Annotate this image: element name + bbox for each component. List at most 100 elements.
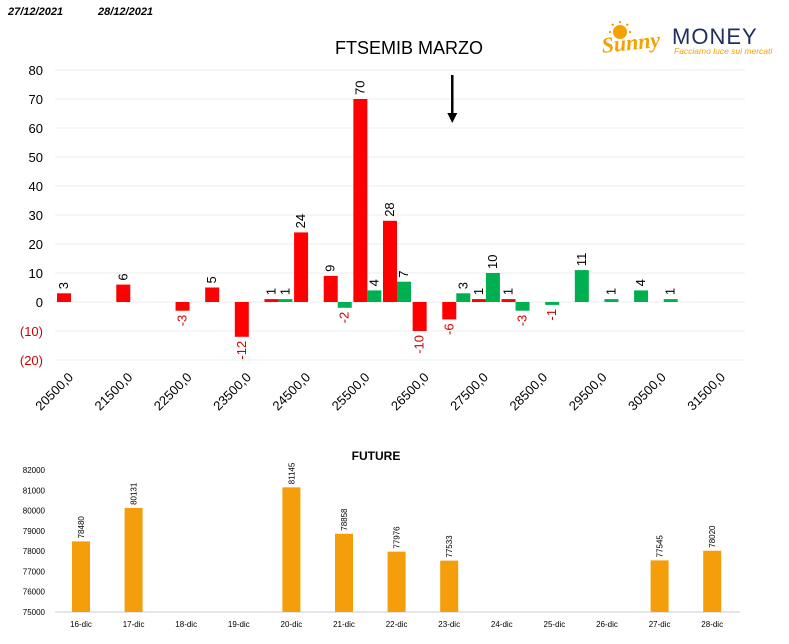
future-bar-label: 78480 bbox=[77, 516, 86, 539]
x-tick-label: 31500,0 bbox=[684, 370, 728, 414]
bar-positive bbox=[278, 299, 293, 302]
future-price-chart: FUTURE 82000 81000 80000 79000 78000 77000 7600… bbox=[23, 449, 740, 629]
bar-negative bbox=[501, 299, 516, 302]
future-x-tick: 20-dic bbox=[281, 620, 303, 629]
bar-negative bbox=[383, 220, 397, 302]
x-tick-label: 26500,0 bbox=[388, 370, 432, 414]
bar-data-label: 3 bbox=[455, 282, 470, 289]
bar-positive bbox=[485, 273, 500, 302]
future-bar bbox=[335, 533, 353, 612]
arrow-head bbox=[447, 113, 458, 123]
bar-negative bbox=[412, 302, 427, 331]
bar-data-label: -3 bbox=[175, 315, 190, 327]
bar-negative bbox=[116, 284, 131, 302]
bar-positive bbox=[337, 302, 352, 308]
future-bar bbox=[72, 541, 90, 612]
bar-negative bbox=[294, 232, 309, 302]
svg-text:Facciamo luce sui mercati: Facciamo luce sui mercati bbox=[674, 46, 773, 56]
svg-text:Sunny: Sunny bbox=[600, 27, 661, 58]
future-bar-label: 78020 bbox=[708, 525, 717, 548]
bar-data-label: -12 bbox=[234, 341, 249, 360]
future-x-tick: 21-dic bbox=[333, 620, 355, 629]
sun-icon bbox=[609, 21, 631, 39]
bar-data-label: 9 bbox=[323, 265, 338, 272]
future-y-tick: 81000 bbox=[23, 486, 46, 495]
bar-negative bbox=[323, 275, 338, 302]
bar-data-label: -3 bbox=[515, 315, 530, 327]
bar-data-label: -2 bbox=[337, 312, 352, 324]
bar-negative bbox=[442, 302, 457, 320]
y-tick-label: 30 bbox=[29, 208, 43, 223]
future-y-tick: 77000 bbox=[23, 567, 46, 576]
x-tick-label: 23500,0 bbox=[210, 370, 254, 414]
bar-negative bbox=[264, 299, 279, 302]
future-x-tick: 26-dic bbox=[596, 620, 618, 629]
future-x-tick: 23-dic bbox=[438, 620, 460, 629]
future-y-tick: 76000 bbox=[23, 588, 46, 597]
bar-negative bbox=[57, 293, 71, 302]
future-x-tick: 18-dic bbox=[175, 620, 197, 629]
y-tick-label: 70 bbox=[29, 92, 43, 107]
bar-negative bbox=[175, 302, 190, 311]
y-tick-label: 50 bbox=[29, 150, 43, 165]
bar-negative bbox=[234, 302, 249, 337]
future-bar bbox=[124, 507, 143, 612]
y-tick-label: 0 bbox=[36, 295, 43, 310]
future-bar-label: 80131 bbox=[130, 482, 139, 505]
bar-data-label: 70 bbox=[352, 81, 367, 95]
future-x-tick: 28-dic bbox=[701, 620, 723, 629]
bar-data-label: 1 bbox=[263, 288, 278, 295]
y-tick-label: 20 bbox=[29, 237, 43, 252]
ftsemib-option-chart: FTSEMIB MARZO 80 70 60 50 40 30 20 10 0 (10) (20) 20… bbox=[20, 38, 745, 414]
future-bar-label: 77976 bbox=[393, 526, 402, 549]
x-tick-label: 27500,0 bbox=[447, 370, 491, 414]
bar-data-label: 1 bbox=[603, 288, 618, 295]
bar-data-label: 1 bbox=[501, 288, 516, 295]
future-x-tick: 16-dic bbox=[70, 620, 92, 629]
future-bar-label: 77545 bbox=[656, 535, 665, 558]
date-start: 27/12/2021 bbox=[8, 6, 64, 18]
bar-positive bbox=[397, 281, 411, 302]
bar-positive bbox=[574, 270, 589, 302]
x-tick-label: 28500,0 bbox=[506, 370, 550, 414]
future-bar bbox=[387, 551, 406, 612]
bar-data-label: 28 bbox=[382, 202, 397, 216]
x-tick-label: 24500,0 bbox=[269, 370, 313, 414]
future-y-tick: 78000 bbox=[23, 547, 46, 556]
date-end: 28/12/2021 bbox=[98, 6, 154, 18]
y-tick-label: 10 bbox=[29, 266, 43, 281]
future-bar bbox=[703, 550, 722, 612]
bar-data-label: 5 bbox=[204, 276, 219, 283]
sunny-money-logo: Sunny MONEY Facciamo luce sui mercati bbox=[600, 21, 773, 58]
future-x-tick: 17-dic bbox=[123, 620, 145, 629]
bar-data-label: 11 bbox=[574, 253, 589, 267]
bar-data-label: -6 bbox=[441, 323, 456, 335]
y-tick-label: 60 bbox=[29, 121, 43, 136]
bar-data-label: 24 bbox=[293, 214, 308, 228]
y-tick-label: 80 bbox=[29, 63, 43, 78]
future-x-tick: 27-dic bbox=[649, 620, 671, 629]
y-tick-label: (10) bbox=[20, 324, 43, 339]
bar-data-label: 4 bbox=[633, 279, 648, 286]
bar-negative bbox=[353, 99, 368, 302]
bar-data-label: -10 bbox=[412, 335, 427, 354]
bar-positive bbox=[604, 299, 619, 302]
future-y-tick: 75000 bbox=[23, 608, 46, 617]
x-tick-label: 20500,0 bbox=[32, 370, 76, 414]
bar-data-label: 1 bbox=[277, 288, 292, 295]
bar-data-label: -1 bbox=[544, 309, 559, 321]
future-bar bbox=[650, 560, 669, 612]
bar-data-label: 4 bbox=[366, 279, 381, 286]
bar-positive bbox=[515, 302, 530, 311]
future-title: FUTURE bbox=[352, 449, 401, 463]
bar-data-label: 10 bbox=[485, 255, 500, 269]
bar-positive bbox=[367, 290, 382, 302]
bar-data-label: 1 bbox=[471, 288, 486, 295]
future-x-tick: 19-dic bbox=[228, 620, 250, 629]
bar-positive bbox=[545, 302, 560, 305]
bar-positive bbox=[634, 290, 649, 302]
future-bar-label: 77533 bbox=[445, 535, 454, 558]
bar-positive bbox=[663, 299, 678, 302]
future-bar bbox=[440, 560, 459, 612]
bar-positive bbox=[456, 293, 471, 302]
